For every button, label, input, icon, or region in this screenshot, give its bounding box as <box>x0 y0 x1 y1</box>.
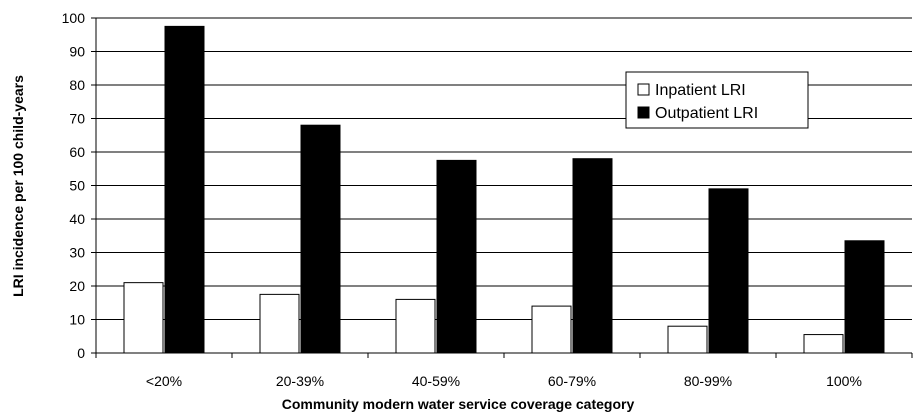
x-tick-label: 40-59% <box>412 373 460 389</box>
y-tick-label: 70 <box>69 111 85 127</box>
legend: Inpatient LRI Outpatient LRI <box>625 71 809 129</box>
y-tick-label: 0 <box>77 345 85 361</box>
x-axis-title: Community modern water service coverage … <box>282 396 635 412</box>
y-tick-label: 100 <box>62 10 86 26</box>
y-tick-label: 90 <box>69 44 85 60</box>
x-tick-label: 100% <box>826 373 862 389</box>
y-axis-title: LRI incidence per 100 child-years <box>10 75 26 297</box>
y-tick-label: 50 <box>69 178 85 194</box>
gridlines <box>96 17 912 320</box>
bar-inpatient-5 <box>803 334 844 354</box>
bar-inpatient-0 <box>123 282 164 354</box>
bar-outpatient-0 <box>164 25 205 354</box>
x-tick-label: 60-79% <box>548 373 596 389</box>
bar-inpatient-3 <box>531 305 572 354</box>
axes <box>91 17 913 358</box>
bar-outpatient-4 <box>708 188 749 354</box>
y-tick-label: 40 <box>69 211 85 227</box>
bar-outpatient-2 <box>436 159 477 354</box>
legend-label-outpatient: Outpatient LRI <box>655 105 758 122</box>
x-tick-label: 80-99% <box>684 373 732 389</box>
bar-inpatient-2 <box>395 298 436 354</box>
x-tick-label: 20-39% <box>276 373 324 389</box>
bar-inpatient-1 <box>259 293 300 354</box>
y-tick-label: 10 <box>69 312 85 328</box>
bar-outpatient-3 <box>572 158 613 354</box>
legend-box <box>625 71 809 129</box>
x-tick-label: <20% <box>146 373 182 389</box>
y-tick-label: 20 <box>69 278 85 294</box>
y-tick-label: 60 <box>69 144 85 160</box>
x-tick-labels: <20% 20-39% 40-59% 60-79% 80-99% 100% <box>146 373 862 389</box>
y-tick-label: 30 <box>69 245 85 261</box>
y-tick-labels: 0 10 20 30 40 50 60 70 80 90 100 <box>62 10 86 361</box>
legend-label-inpatient: Inpatient LRI <box>655 82 746 99</box>
bar-outpatient-5 <box>844 240 885 354</box>
y-tick-label: 80 <box>69 77 85 93</box>
bar-inpatient-4 <box>667 325 708 354</box>
legend-swatch-outpatient <box>637 106 650 119</box>
bar-outpatient-1 <box>300 124 341 354</box>
legend-swatch-inpatient <box>637 83 650 96</box>
